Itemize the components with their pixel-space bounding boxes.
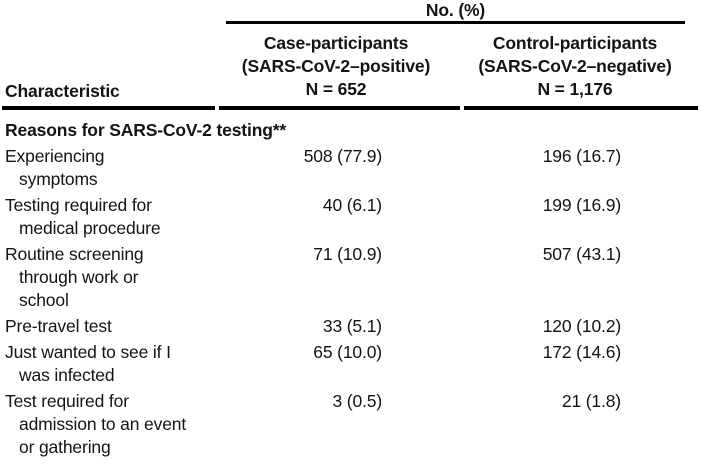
- row-label: Just wanted to see if I was infected: [0, 341, 225, 387]
- row-label-line: Just wanted to see if I: [5, 342, 171, 362]
- control-value: 507 (43.1): [542, 244, 621, 264]
- column-header-control-n: N = 1,176: [537, 79, 613, 99]
- row-label-line: Experiencing: [5, 146, 105, 166]
- control-value: 21 (1.8): [561, 391, 621, 411]
- row-label-line: was infected: [19, 365, 115, 385]
- row-label-line: through work or: [19, 267, 139, 287]
- table-row: Pre-travel test 33 (5.1) 120 (10.2): [0, 315, 716, 338]
- column-header-case-n: N = 652: [305, 79, 367, 99]
- column-header-case: Case-participants (SARS-CoV-2–positive) …: [221, 32, 451, 101]
- control-value: 172 (14.6): [542, 342, 621, 362]
- table-row: Routine screening through work or school…: [0, 243, 716, 312]
- column-header-control: Control-participants (SARS-CoV-2–negativ…: [460, 32, 690, 101]
- table-row: Testing required for medical procedure 4…: [0, 194, 716, 240]
- characteristic-column-header: Characteristic: [5, 81, 120, 101]
- row-label: Testing required for medical procedure: [0, 194, 225, 240]
- row-label-line: symptoms: [19, 169, 98, 189]
- row-label-line: or gathering: [19, 437, 111, 457]
- column-header-case-line1: Case-participants: [263, 33, 409, 53]
- row-label: Experiencing symptoms: [0, 145, 225, 191]
- row-label: Routine screening through work or school: [0, 243, 225, 312]
- row-label-line: Test required for: [5, 391, 129, 411]
- group-column-header: No. (%): [425, 0, 486, 20]
- row-label-line: school: [19, 290, 69, 310]
- row-label-line: Routine screening: [5, 244, 144, 264]
- row-label-line: medical procedure: [19, 218, 161, 238]
- column-header-control-line2: (SARS-CoV-2–negative): [478, 56, 672, 76]
- header-rule-segment: [219, 106, 460, 110]
- header-rule-segment: [464, 106, 698, 110]
- table-header: No. (%) Case-participants (SARS-CoV-2–po…: [0, 0, 716, 110]
- control-value: 120 (10.2): [542, 316, 621, 336]
- case-value: 71 (10.9): [313, 244, 382, 264]
- column-header-case-line2: (SARS-CoV-2–positive): [241, 56, 431, 76]
- header-rule-segment: [2, 106, 215, 110]
- case-value: 65 (10.0): [313, 342, 382, 362]
- column-header-control-line1: Control-participants: [492, 33, 658, 53]
- table-body: Reasons for SARS-CoV-2 testing** Experie…: [0, 110, 716, 459]
- control-value: 196 (16.7): [542, 146, 621, 166]
- row-label-line: admission to an event: [19, 414, 187, 434]
- table-row: Just wanted to see if I was infected 65 …: [0, 341, 716, 387]
- group-header-rule: [226, 21, 685, 24]
- table-row: Experiencing symptoms 508 (77.9) 196 (16…: [0, 145, 716, 191]
- case-value: 40 (6.1): [322, 195, 382, 215]
- case-value: 508 (77.9): [303, 146, 382, 166]
- row-label-line: Testing required for: [5, 195, 152, 215]
- case-value: 33 (5.1): [322, 316, 382, 336]
- row-label: Pre-travel test: [0, 315, 225, 338]
- case-value: 3 (0.5): [332, 391, 382, 411]
- row-label-line: Pre-travel test: [5, 316, 112, 336]
- table-row: Test required for admission to an event …: [0, 390, 716, 459]
- control-value: 199 (16.9): [542, 195, 621, 215]
- section-header-row: Reasons for SARS-CoV-2 testing**: [5, 120, 287, 140]
- row-label: Test required for admission to an event …: [0, 390, 225, 459]
